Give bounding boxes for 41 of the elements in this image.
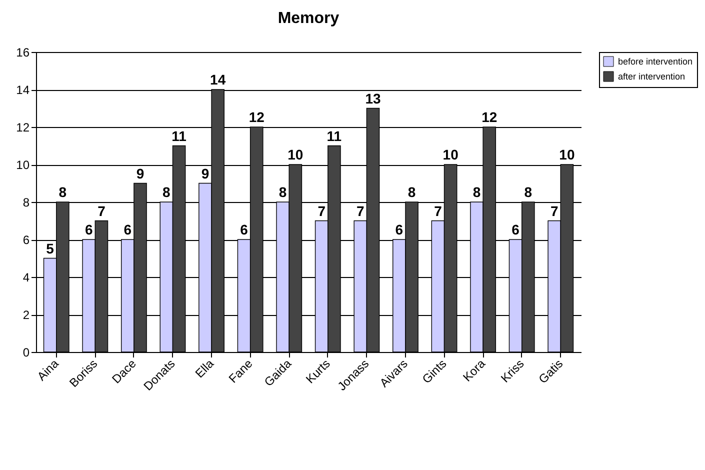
data-label: 7 [318,202,326,219]
data-label: 6 [124,222,132,238]
data-label: 8 [472,184,481,200]
data-label: 8 [58,184,67,200]
data-label: 6 [240,222,248,238]
data-label: 7 [550,202,558,219]
y-tick-label: 2 [22,308,30,322]
data-label: 10 [288,146,304,162]
y-tick-label: 6 [22,233,30,247]
y-tick-label: 4 [22,270,30,284]
data-label: 6 [512,222,520,238]
data-label: 9 [201,165,210,182]
data-label: 7 [356,202,364,219]
y-tick-label: 10 [16,158,30,172]
data-label: 8 [278,184,287,200]
data-label: 11 [172,128,187,144]
data-label: 5 [46,240,54,256]
data-label: 6 [84,222,93,238]
data-label: 12 [482,109,498,125]
data-label: 8 [408,184,416,200]
data-label: 14 [210,72,226,88]
legend-label: before intervention [618,56,693,66]
y-tick-label: 16 [16,46,30,60]
data-label: 6 [395,222,404,238]
data-label: 8 [162,184,171,200]
legend-label: after intervention [618,72,686,82]
data-label: 7 [98,202,106,219]
x-tick-label: Ella [192,356,217,381]
chart-title: Memory [278,10,340,27]
data-label: 11 [326,128,342,144]
data-label: 9 [136,165,144,182]
data-label: 13 [365,90,381,106]
y-tick-label: 0 [22,346,30,360]
data-label: 10 [442,146,459,162]
data-label: 8 [524,184,532,200]
y-tick-label: 12 [16,120,30,134]
y-tick-label: 8 [22,196,30,210]
y-tick-label: 14 [16,83,30,97]
data-label: 12 [248,109,265,125]
data-label: 10 [559,146,575,162]
data-label: 7 [434,202,442,219]
